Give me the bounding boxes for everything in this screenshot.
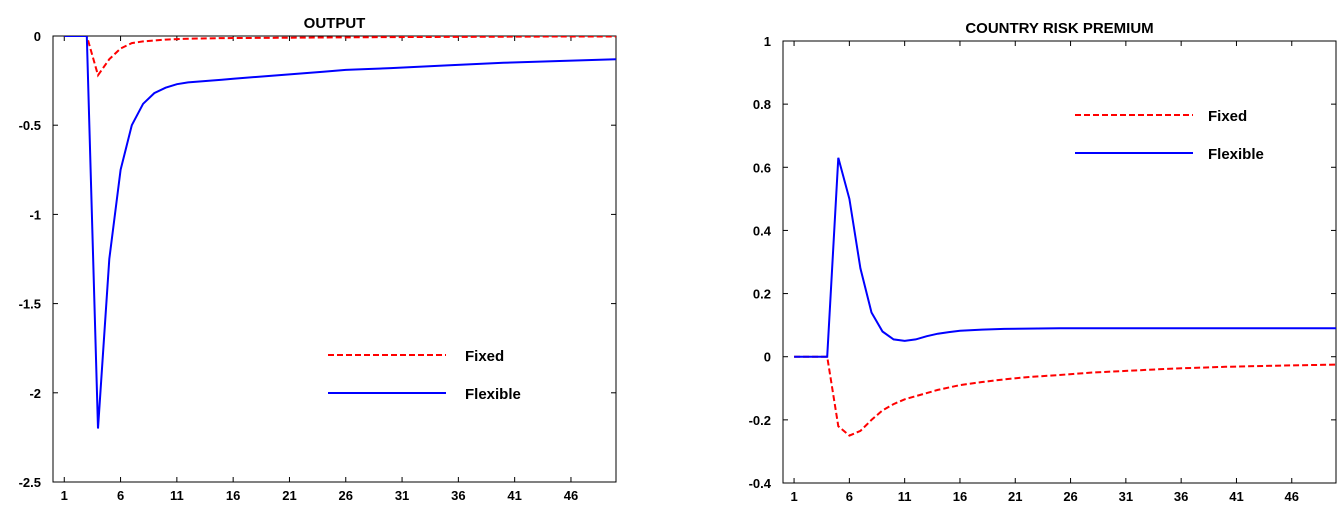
x-tick-label: 26: [1063, 489, 1077, 504]
series-line-flexible: [794, 157, 1336, 358]
y-tick-label: 0.6: [753, 160, 771, 175]
x-tick-label: 46: [1285, 489, 1299, 504]
y-tick-label: -1.5: [19, 297, 41, 312]
legend-label: Flexible: [465, 386, 521, 403]
x-tick-label: 21: [1008, 489, 1022, 504]
y-tick-label: 0: [34, 29, 41, 44]
y-tick-label: -2: [29, 386, 41, 401]
x-tick-label: 16: [226, 488, 240, 503]
x-tick-label: 46: [564, 488, 578, 503]
x-tick-label: 16: [953, 489, 967, 504]
y-tick-label: -0.2: [749, 413, 771, 428]
x-tick-label: 36: [451, 488, 465, 503]
x-tick-label: 41: [1229, 489, 1243, 504]
x-tick-label: 11: [898, 489, 912, 504]
legend-label: Flexible: [1208, 146, 1264, 163]
series-line-flexible: [64, 36, 616, 429]
plot-frame: [52, 35, 617, 483]
y-tick-label: 1: [764, 34, 771, 49]
x-tick-label: 6: [117, 488, 124, 503]
y-tick-label: 0.2: [753, 287, 771, 302]
x-tick-label: 31: [395, 488, 409, 503]
y-tick-label: 0: [764, 350, 771, 365]
x-tick-label: 1: [61, 488, 68, 503]
chart-title: COUNTRY RISK PREMIUM: [965, 20, 1153, 37]
x-tick-label: 6: [846, 489, 853, 504]
x-tick-label: 11: [170, 488, 184, 503]
y-tick-label: -2.5: [19, 475, 41, 490]
legend-label: Fixed: [465, 348, 504, 365]
legend-label: Fixed: [1208, 108, 1247, 125]
y-tick-label: -0.5: [19, 118, 41, 133]
y-tick-label: -0.4: [749, 476, 772, 491]
y-tick-label: -1: [29, 207, 41, 222]
x-tick-label: 1: [790, 489, 797, 504]
chart-title: OUTPUT: [304, 15, 366, 32]
y-tick-label: 0.4: [753, 223, 772, 238]
series-line-fixed: [64, 36, 616, 78]
x-tick-label: 36: [1174, 489, 1188, 504]
y-tick-label: 0.8: [753, 97, 771, 112]
x-tick-label: 26: [339, 488, 353, 503]
x-tick-label: 31: [1119, 489, 1133, 504]
x-tick-label: 41: [507, 488, 521, 503]
series-line-fixed: [794, 355, 1336, 437]
x-tick-label: 21: [282, 488, 296, 503]
plot-frame: [782, 40, 1337, 484]
